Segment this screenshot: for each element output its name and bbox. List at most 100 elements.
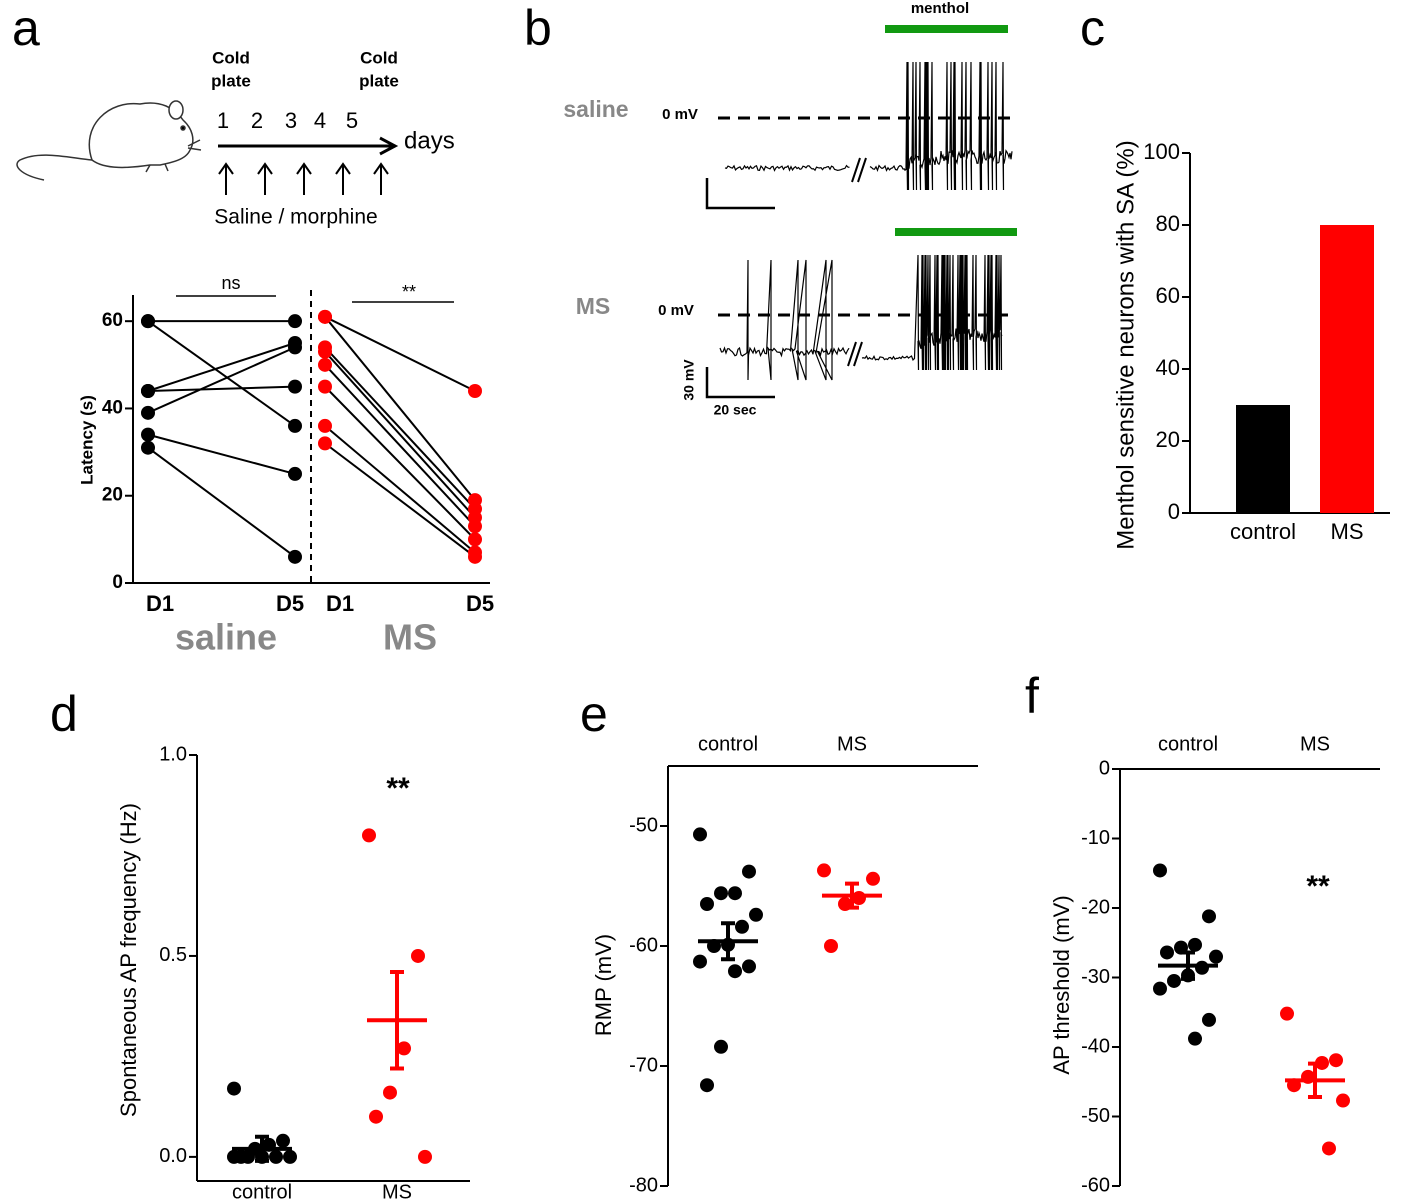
day-label: 1: [217, 108, 229, 133]
point: [141, 384, 155, 398]
y-tick-label: -10: [1081, 827, 1110, 849]
point: [817, 863, 831, 878]
timeline-label: days: [404, 127, 455, 154]
x-tick-label: D1: [146, 591, 174, 616]
drug-bars: [885, 25, 1017, 236]
pair-line: [147, 433, 296, 475]
point: [1167, 973, 1181, 988]
y-tick-label: 40: [102, 397, 123, 418]
y-tick-label: -30: [1081, 966, 1110, 988]
y-tick-label: 60: [1156, 283, 1180, 308]
y-tick-label: 60: [102, 310, 123, 331]
x-tick-label: D1: [326, 591, 354, 616]
y-tick-label: 0: [112, 572, 123, 593]
x-tick-label: MS: [837, 733, 867, 755]
point: [1153, 981, 1167, 996]
error-bar: [1308, 1061, 1322, 1100]
panel-label: e: [580, 686, 608, 742]
pair-line: [147, 446, 296, 558]
zero-label: 0 mV: [658, 302, 694, 319]
point: [742, 959, 756, 974]
y-tick-label: -60: [1081, 1174, 1110, 1196]
point: [241, 1149, 255, 1164]
point: [693, 954, 707, 969]
point: [288, 549, 302, 564]
point: [227, 1081, 241, 1096]
point: [318, 379, 332, 394]
point: [1280, 1006, 1294, 1021]
y-tick-label: 1.0: [159, 743, 187, 765]
point: [728, 964, 742, 979]
point: [141, 427, 155, 442]
mouse-drawing: [16, 100, 202, 181]
x-tick-label: D5: [276, 591, 304, 616]
significance: ns: [221, 273, 240, 293]
error-bar: [390, 970, 404, 1071]
pair-line: [147, 320, 296, 427]
day-label: 3: [285, 108, 297, 133]
bar: [1236, 405, 1290, 513]
error-bar: [1181, 950, 1195, 981]
significance: **: [402, 282, 416, 302]
point: [288, 314, 302, 329]
point: [1188, 1031, 1202, 1046]
point: [418, 1149, 432, 1164]
injection-arrows: [218, 162, 389, 195]
y-tick-label: 20: [1156, 427, 1180, 452]
y-tick-label: 40: [1156, 355, 1180, 380]
point: [288, 466, 302, 481]
pair-line: [324, 385, 476, 541]
y-axis-label: AP threshold (mV): [1049, 895, 1074, 1074]
point: [693, 827, 707, 842]
point: [852, 891, 866, 905]
panel-label: b: [524, 0, 552, 56]
y-tick-label: 0.0: [159, 1145, 187, 1167]
pair-line: [147, 342, 296, 392]
point: [714, 886, 728, 901]
y-axis-label: RMP (mV): [591, 934, 616, 1036]
point: [1195, 960, 1209, 975]
pair-line: [147, 346, 296, 414]
treatment-label: Saline / morphine: [214, 206, 377, 229]
y-tick-label: 80: [1156, 211, 1180, 236]
point: [1153, 863, 1167, 878]
trace: [869, 61, 1013, 191]
panel-label: a: [12, 0, 40, 56]
point: [276, 1133, 290, 1148]
y-tick-label: 0: [1099, 757, 1110, 779]
point: [318, 357, 332, 372]
condition-label: MS: [576, 293, 611, 319]
y-axis-label: Latency (s): [77, 395, 96, 485]
x-tick-label: control: [698, 733, 758, 755]
trace-break: [851, 157, 867, 183]
point: [141, 440, 155, 455]
point: [468, 532, 482, 547]
day-label: 2: [251, 108, 263, 133]
x-tick-label: MS: [382, 1181, 412, 1201]
y-tick-label: 100: [1143, 139, 1180, 164]
pair-line: [324, 351, 476, 519]
point: [318, 309, 332, 324]
point: [227, 1149, 241, 1164]
point: [141, 314, 155, 329]
significance: **: [386, 772, 410, 805]
point: [288, 340, 302, 355]
y-tick-label: -50: [629, 814, 658, 836]
pair-line: [324, 425, 476, 554]
pair-line: [324, 315, 476, 392]
traces: [719, 61, 1013, 381]
schematic-label: plate: [359, 71, 399, 90]
timeline: [218, 136, 399, 156]
pair-line: [324, 316, 476, 501]
error-bar: [845, 881, 859, 910]
pair-line: [324, 442, 476, 558]
point: [749, 907, 763, 922]
point: [369, 1109, 383, 1124]
point: [269, 1149, 283, 1164]
point: [288, 418, 302, 433]
group-label: MS: [383, 617, 437, 658]
point: [1336, 1093, 1350, 1108]
error-bar: [721, 921, 735, 962]
point: [362, 828, 376, 843]
